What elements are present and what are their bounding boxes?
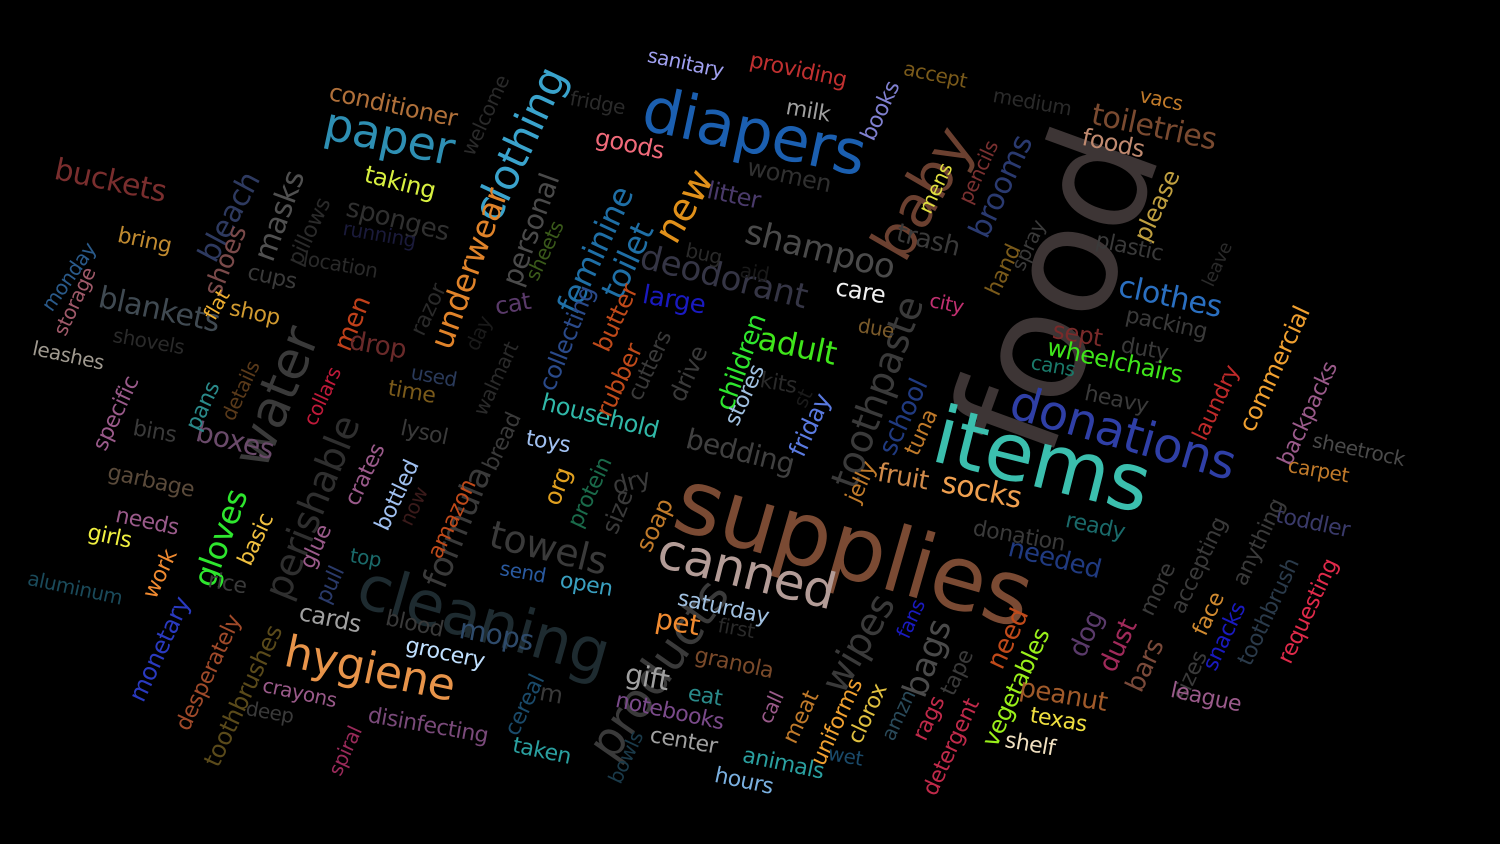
cloud-word-granola: granola <box>692 643 776 685</box>
cloud-word-cat: cat <box>492 286 533 321</box>
cloud-word-league: league <box>1168 678 1244 718</box>
cloud-word-open: open <box>558 568 615 602</box>
cloud-word-aid: aid <box>738 258 771 287</box>
cloud-word-shop: shop <box>227 296 283 332</box>
cloud-word-top: top <box>348 543 384 573</box>
cloud-word-drop: drop <box>347 326 409 366</box>
cloud-word-providing: providing <box>747 48 849 93</box>
cloud-word-drive: drive <box>663 341 714 406</box>
cloud-word-toys: toys <box>524 426 573 459</box>
cloud-word-call: call <box>753 687 789 728</box>
cloud-word-fruit: fruit <box>875 458 931 497</box>
cloud-word-garbage: garbage <box>105 460 197 503</box>
cloud-word-spiral: spiral <box>323 722 367 780</box>
cloud-word-litter: litter <box>704 176 764 215</box>
cloud-word-bins: bins <box>131 416 179 449</box>
cloud-word-taken: taken <box>510 733 574 770</box>
cloud-word-cups: cups <box>245 260 299 295</box>
cloud-word-city: city <box>927 288 966 319</box>
cloud-word-care: care <box>833 273 888 310</box>
cloud-word-fridge: fridge <box>568 86 628 120</box>
cloud-word-m: m <box>537 678 565 710</box>
cloud-word-send: send <box>498 556 548 588</box>
cloud-word-collecting: collecting <box>533 281 601 395</box>
cloud-word-leashes: leashes <box>30 336 107 375</box>
cloud-word-bring: bring <box>115 223 174 259</box>
cloud-word-carpet: carpet <box>1286 453 1351 488</box>
cloud-word-monetary: monetary <box>123 592 196 706</box>
cloud-word-disinfecting: disinfecting <box>366 703 491 749</box>
cloud-word-accept: accept <box>901 56 970 93</box>
cloud-word-specific: specific <box>88 372 145 455</box>
cloud-word-size: size <box>596 485 639 538</box>
cloud-word-bread: bread <box>478 408 527 475</box>
cloud-word-buckets: buckets <box>51 152 170 210</box>
cloud-word-rice: rice <box>206 568 249 600</box>
cloud-word-wet: wet <box>826 741 865 771</box>
cloud-word-aluminum: aluminum <box>25 566 125 610</box>
cloud-word-bug: bug <box>683 238 725 270</box>
cloud-word-due: due <box>856 313 896 343</box>
cloud-word-deep: deep <box>244 696 296 729</box>
cloud-word-medium: medium <box>991 83 1074 121</box>
cloud-word-org: org <box>538 463 578 509</box>
cloud-word-books: books <box>856 77 906 145</box>
cloud-word-location: location <box>301 246 380 283</box>
cloud-word-first: first <box>716 613 757 644</box>
cloud-word-shelf: shelf <box>1003 728 1057 762</box>
cloud-word-lysol: lysol <box>398 416 451 451</box>
cloud-word-leave: leave <box>1198 239 1237 291</box>
